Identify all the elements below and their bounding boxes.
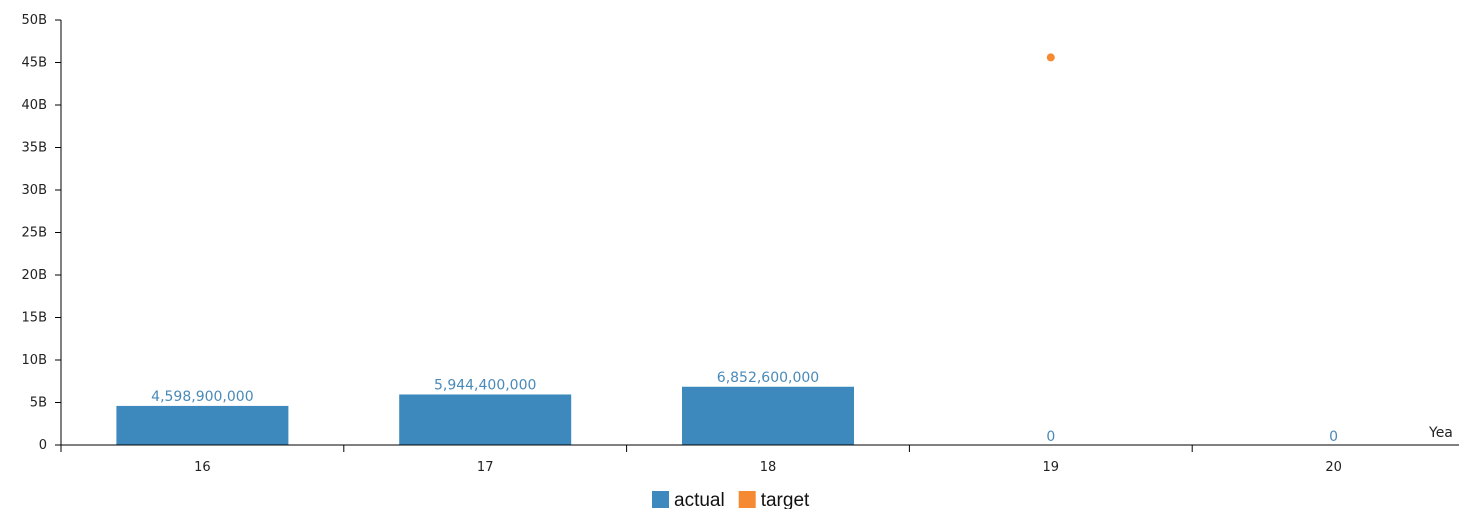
bar-data-label: 6,852,600,000 (717, 370, 819, 386)
bar-data-label: 0 (1046, 429, 1055, 445)
y-tick-label: 5B (30, 396, 47, 411)
y-tick-label: 30B (22, 183, 47, 198)
x-tick-label: 16 (194, 460, 211, 475)
point-target[interactable] (1046, 53, 1055, 62)
points-layer (1046, 53, 1055, 62)
y-tick-label: 0 (39, 438, 47, 453)
x-tick-label: 17 (477, 460, 494, 475)
bar-data-label: 4,598,900,000 (151, 389, 253, 405)
y-tick-label: 15B (22, 311, 47, 326)
y-tick-label: 25B (22, 226, 47, 241)
y-tick-label: 40B (22, 98, 47, 113)
bar-actual[interactable] (116, 405, 289, 445)
bar-actual[interactable] (682, 386, 854, 445)
y-tick-label: 10B (22, 353, 47, 368)
bar-data-label: 0 (1329, 429, 1338, 445)
y-axis: 0 5B 10B 15B 20B 25B 30B 35B 40B 45B 50B (22, 13, 62, 453)
bar-actual[interactable] (399, 394, 572, 445)
x-axis-title: Yea (1428, 425, 1453, 441)
legend-label-actual[interactable]: actual (674, 490, 725, 511)
legend-swatch-actual[interactable] (652, 491, 669, 508)
bar-data-label: 5,944,400,000 (434, 377, 536, 393)
y-tick-label: 50B (22, 13, 47, 28)
legend-swatch-target[interactable] (738, 491, 756, 508)
y-tick-label: 35B (22, 141, 47, 156)
x-tick-label: 20 (1325, 460, 1342, 475)
data-labels-layer: 4,598,900,000 5,944,400,000 6,852,600,000 0… (151, 370, 1338, 445)
x-axis: 16 17 18 19 20 (60, 444, 1459, 475)
x-tick-label: 19 (1043, 460, 1060, 475)
bars-layer (116, 386, 854, 445)
y-tick-label: 45B (22, 56, 47, 71)
legend-label-target[interactable]: target (761, 490, 810, 511)
x-tick-label: 18 (760, 460, 777, 475)
y-tick-label: 20B (22, 268, 47, 283)
legend[interactable]: actual target (652, 490, 810, 511)
